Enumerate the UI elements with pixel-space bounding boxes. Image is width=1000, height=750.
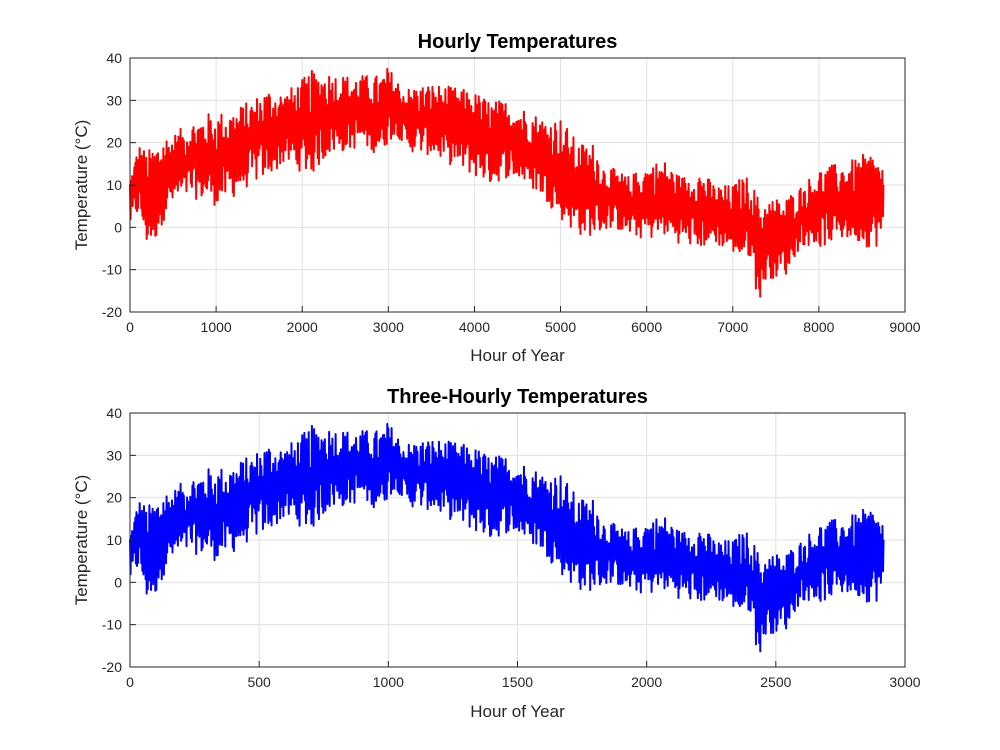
y-axis-label: Temperature (°C) <box>72 475 91 606</box>
x-axis-label: Hour of Year <box>470 346 565 365</box>
x-tick-label: 0 <box>126 674 134 690</box>
x-tick-label: 0 <box>126 319 134 335</box>
x-tick-label: 4000 <box>459 319 490 335</box>
y-tick-label: 10 <box>106 177 122 193</box>
x-tick-label: 1000 <box>201 319 232 335</box>
temperature-series-line <box>129 67 885 298</box>
x-tick-label: 1500 <box>502 674 533 690</box>
y-tick-label: -10 <box>102 617 122 633</box>
y-tick-label: -20 <box>102 304 122 320</box>
y-axis-label: Temperature (°C) <box>72 120 91 251</box>
y-tick-label: 0 <box>114 574 122 590</box>
y-tick-label: 0 <box>114 219 122 235</box>
x-tick-label: 1000 <box>373 674 404 690</box>
temperature-series-line <box>129 422 885 653</box>
y-tick-label: 30 <box>106 447 122 463</box>
y-tick-label: 10 <box>106 532 122 548</box>
series-group <box>129 67 885 298</box>
x-tick-label: 5000 <box>545 319 576 335</box>
x-tick-label: 9000 <box>889 319 920 335</box>
chart-title: Hourly Temperatures <box>418 31 618 53</box>
x-tick-label: 2000 <box>287 319 318 335</box>
x-axis-label: Hour of Year <box>470 702 565 721</box>
y-tick-label: 20 <box>106 490 122 506</box>
x-tick-label: 500 <box>247 674 271 690</box>
y-tick-label: 40 <box>106 405 122 421</box>
y-tick-label: 40 <box>106 50 122 66</box>
hourly-temperature-chart: 0 1000 2000 3000 4000 5000 6000 7000 8000 9000 -20… <box>72 31 921 365</box>
x-tick-label: 6000 <box>631 319 662 335</box>
tick-labels: 0 500 1000 1500 2000 2500 3000 -20 -10 0 10 20 30 40 <box>102 405 921 690</box>
x-tick-label: 8000 <box>803 319 834 335</box>
tick-labels: 0 1000 2000 3000 4000 5000 6000 7000 8000 9000 -20… <box>102 50 921 335</box>
x-tick-label: 3000 <box>373 319 404 335</box>
x-tick-label: 7000 <box>717 319 748 335</box>
x-tick-label: 2500 <box>760 674 791 690</box>
series-group <box>129 422 885 653</box>
x-tick-label: 2000 <box>631 674 662 690</box>
three-hourly-temperature-chart: 0 500 1000 1500 2000 2500 3000-20-10010203040 … <box>72 386 921 721</box>
y-tick-label: -20 <box>102 659 122 675</box>
x-tick-label: 3000 <box>889 674 920 690</box>
y-tick-label: 30 <box>106 92 122 108</box>
y-tick-label: 20 <box>106 135 122 151</box>
chart-title: Three-Hourly Temperatures <box>387 386 648 408</box>
y-tick-label: -10 <box>102 262 122 278</box>
